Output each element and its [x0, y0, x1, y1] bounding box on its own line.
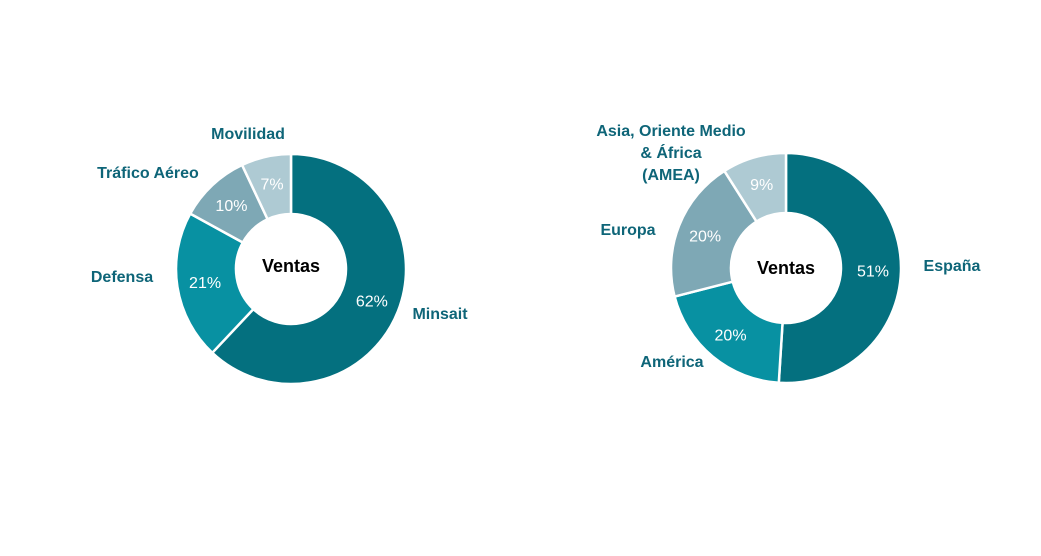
donut-slice-3 [723, 151, 788, 223]
donut-slice-0 [211, 152, 408, 386]
slice-label-minsait: Minsait [412, 306, 468, 323]
ventas-by-segment-donut-chart: 62% 21% 10% 7% Movilidad Tráfico Aéreo Defe… [60, 115, 490, 395]
donut-chart-svg-geographies: 51% 20% 20% 9% [669, 151, 903, 385]
donut-value-label-0: 62% [356, 294, 388, 311]
slice-label-europa: Europa [600, 222, 656, 239]
slice-label-espana: España [923, 258, 981, 275]
donut-value-label-1: 20% [715, 328, 747, 345]
slice-label-amea: Asia, Oriente Medio & África (AMEA) [596, 123, 746, 184]
slice-label-defensa: Defensa [90, 269, 154, 286]
donut-value-label-2: 10% [215, 198, 247, 215]
donut-chart-svg-segments: 62% 21% 10% 7% [174, 152, 408, 386]
donut-value-label-2: 20% [689, 229, 721, 246]
donut-slice-2 [669, 169, 758, 298]
donut-value-label-0: 51% [857, 263, 889, 280]
slice-label-movilidad: Movilidad [211, 126, 285, 143]
donut-slice-0 [777, 151, 903, 385]
slice-label-america: América [640, 354, 704, 371]
donut-value-label-3: 7% [260, 177, 283, 194]
donut-slice-1 [673, 280, 784, 385]
donut-value-label-3: 9% [750, 177, 773, 194]
donut-value-label-1: 21% [189, 275, 221, 292]
ventas-by-geography-donut-chart: 51% 20% 20% 9% Asia, Oriente Medio & África… [560, 110, 1010, 395]
donut-center-label-ventas: Ventas [261, 256, 321, 276]
donut-slice-1 [174, 212, 255, 355]
donut-center-label-ventas: Ventas [756, 258, 816, 278]
donut-slice-3 [240, 152, 293, 221]
slice-label-trafico-aereo: Tráfico Aéreo [97, 165, 199, 182]
